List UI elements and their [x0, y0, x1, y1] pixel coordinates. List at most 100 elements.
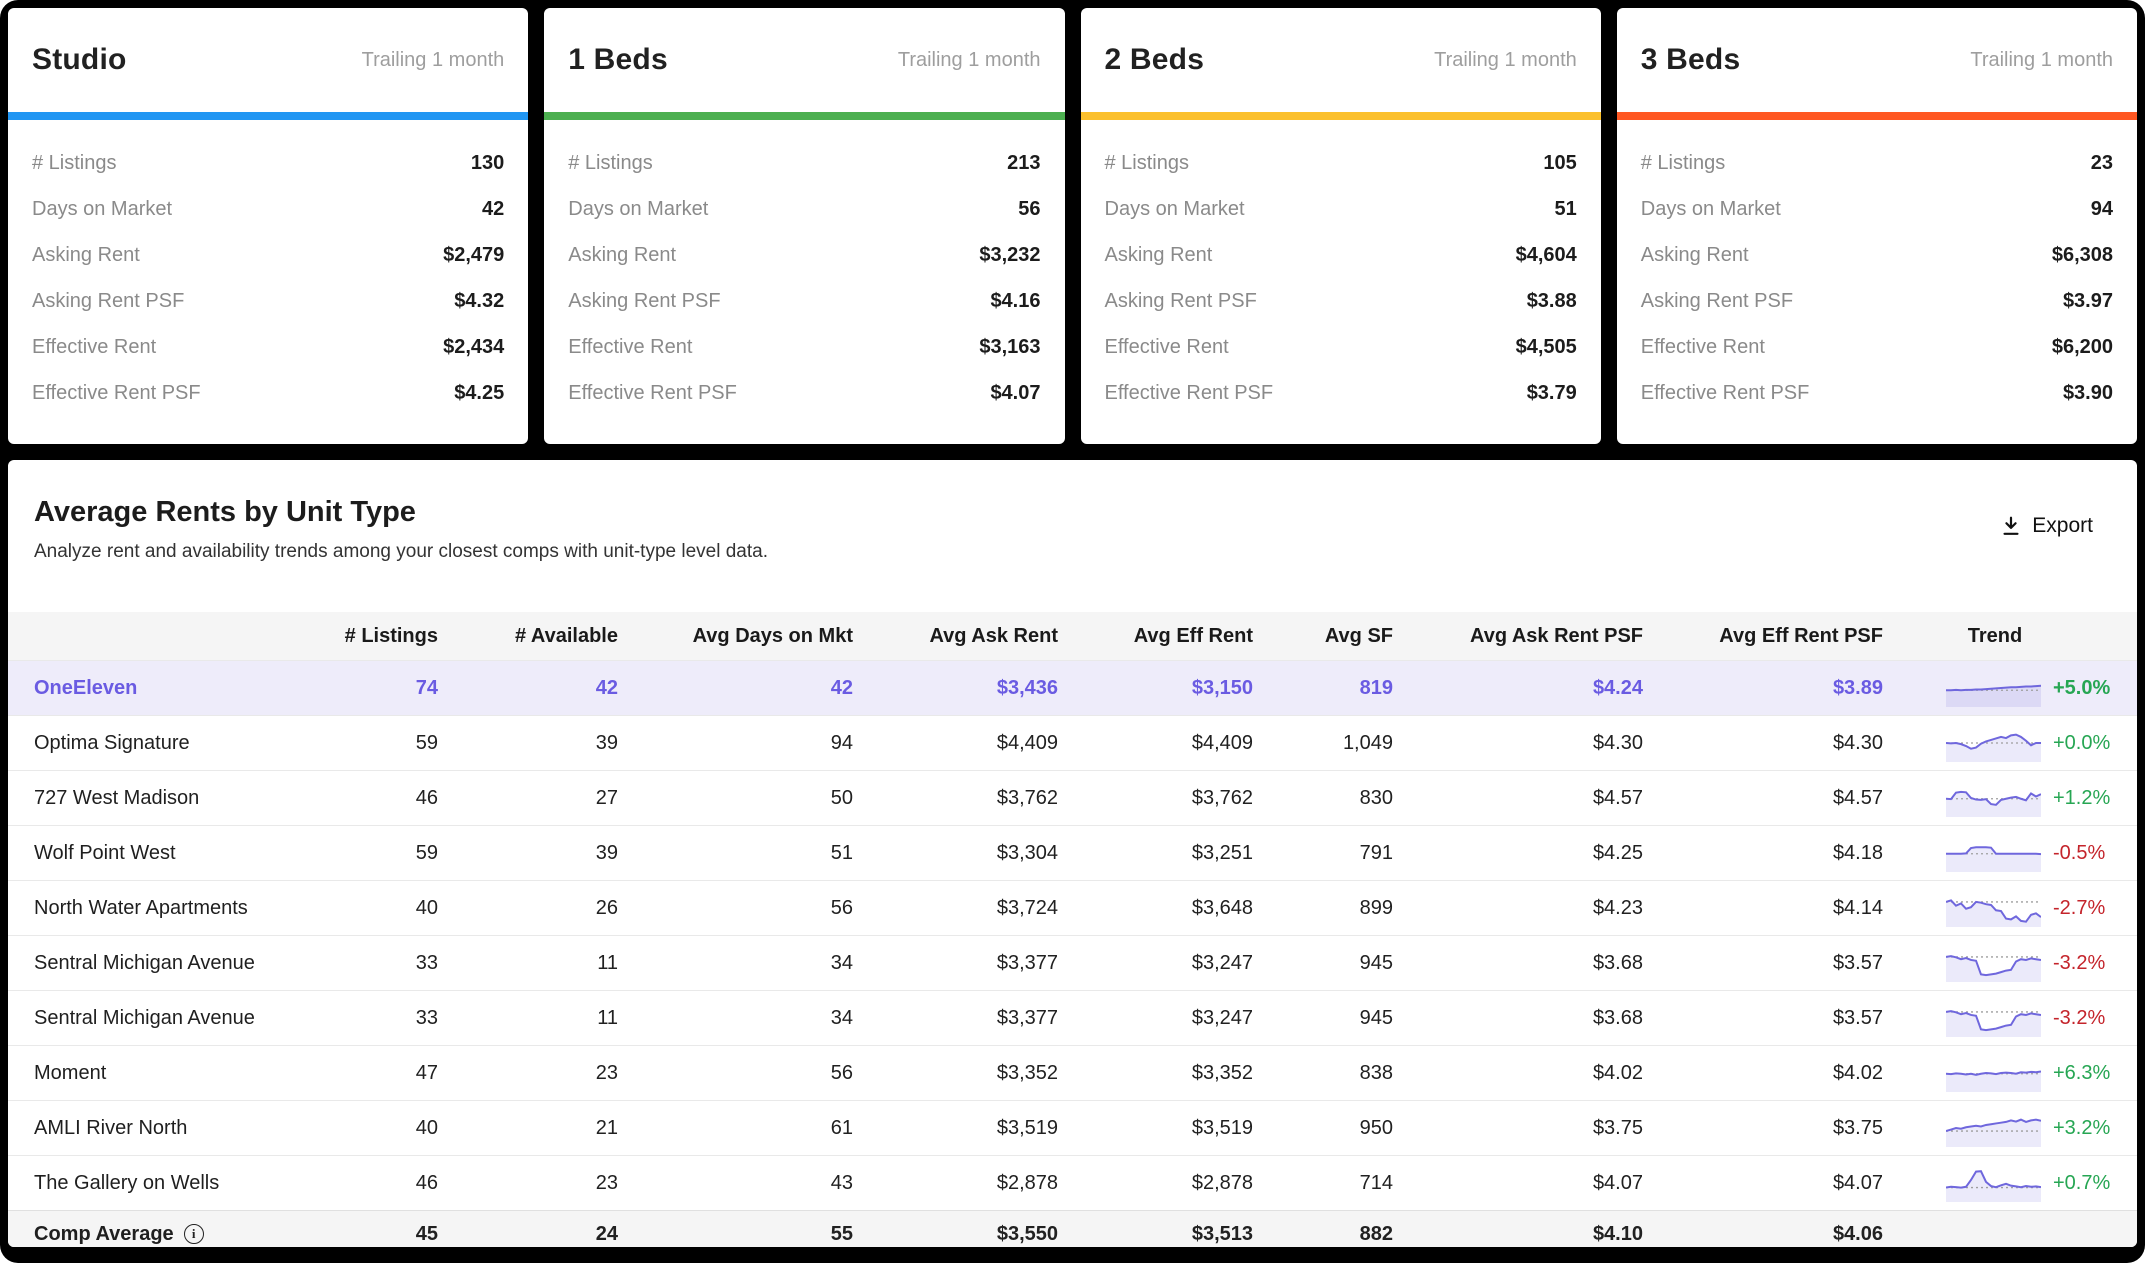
avg-sf-cell: 838: [1253, 1045, 1393, 1101]
card-accent-bar: [544, 112, 1065, 120]
table-row[interactable]: 727 West Madison 46 27 50 $3,762 $3,762 …: [8, 770, 2137, 826]
trend-percent: +1.2%: [2053, 786, 2111, 809]
property-name-cell[interactable]: Sentral Michigan Avenue: [8, 935, 338, 991]
trend-sparkline: [1946, 889, 2041, 927]
card-accent-bar: [8, 112, 529, 120]
avg-sf-cell: 819: [1253, 660, 1393, 716]
comp-average-sf: 882: [1253, 1210, 1393, 1247]
table-row[interactable]: Sentral Michigan Avenue 33 11 34 $3,377 …: [8, 935, 2137, 991]
avg-eff-rent-psf-cell: $3.75: [1643, 1100, 1883, 1156]
stat-label: Days on Market: [568, 197, 709, 220]
card-stat-row: Effective Rent $4,505: [1105, 324, 1577, 370]
trend-percent: +3.2%: [2053, 1116, 2111, 1139]
stat-label: Asking Rent PSF: [32, 289, 185, 312]
comp-average-available: 24: [438, 1210, 618, 1247]
table-row[interactable]: OneEleven 74 42 42 $3,436 $3,150 819 $4.…: [8, 660, 2137, 716]
table-row[interactable]: AMLI River North 40 21 61 $3,519 $3,519 …: [8, 1100, 2137, 1156]
avg-eff-rent-cell: $3,150: [1058, 660, 1253, 716]
trend-percent: -2.7%: [2053, 896, 2106, 919]
avg-ask-rent-psf-cell: $4.25: [1393, 825, 1643, 881]
property-name-cell[interactable]: Optima Signature: [8, 715, 338, 771]
table-row[interactable]: Wolf Point West 59 39 51 $3,304 $3,251 7…: [8, 825, 2137, 881]
column-header-avg-eff-rent: Avg Eff Rent: [1058, 612, 1253, 661]
trend-sparkline: [1946, 1054, 2041, 1092]
section-title: Average Rents by Unit Type: [34, 496, 416, 528]
unit-type-card: 3 Beds Trailing 1 month # Listings 23 Days…: [1616, 8, 2137, 444]
available-cell: 27: [438, 770, 618, 826]
table-row[interactable]: Sentral Michigan Avenue 33 11 34 $3,377 …: [8, 990, 2137, 1046]
avg-ask-rent-cell: $3,724: [853, 880, 1058, 936]
comp-average-ask-psf: $4.10: [1393, 1210, 1643, 1247]
trend-sparkline: [1946, 669, 2041, 707]
trend-cell: -2.7%: [1883, 880, 2137, 936]
avg-eff-rent-cell: $4,409: [1058, 715, 1253, 771]
unit-type-cards: Studio Trailing 1 month # Listings 130 Day…: [0, 0, 2145, 444]
property-name-cell[interactable]: 727 West Madison: [8, 770, 338, 826]
card-accent-bar: [1080, 112, 1601, 120]
card-stats-list: # Listings 23 Days on Market 94 Asking Rent $…: [1617, 120, 2137, 444]
trend-cell: -0.5%: [1883, 825, 2137, 881]
avg-ask-rent-psf-cell: $4.30: [1393, 715, 1643, 771]
avg-eff-rent-psf-cell: $3.89: [1643, 660, 1883, 716]
avg-sf-cell: 791: [1253, 825, 1393, 881]
avg-ask-rent-psf-cell: $4.02: [1393, 1045, 1643, 1101]
card-header: Studio Trailing 1 month: [8, 8, 528, 112]
property-name-cell[interactable]: Moment: [8, 1045, 338, 1101]
avg-eff-rent-psf-cell: $4.02: [1643, 1045, 1883, 1101]
available-cell: 11: [438, 990, 618, 1046]
unit-type-card: 2 Beds Trailing 1 month # Listings 105 Day…: [1080, 8, 1601, 444]
table-row[interactable]: The Gallery on Wells 46 23 43 $2,878 $2,…: [8, 1155, 2137, 1211]
info-icon[interactable]: [183, 1224, 204, 1244]
listings-cell: 33: [338, 990, 438, 1046]
stat-value: $4,604: [1515, 243, 1577, 266]
table-row[interactable]: North Water Apartments 40 26 56 $3,724 $…: [8, 880, 2137, 936]
export-button-label: Export: [2032, 514, 2093, 537]
property-name-cell[interactable]: North Water Apartments: [8, 880, 338, 936]
avg-sf-cell: 945: [1253, 990, 1393, 1046]
card-stat-row: Days on Market 94: [1641, 186, 2113, 232]
listings-cell: 33: [338, 935, 438, 991]
avg-eff-rent-psf-cell: $3.57: [1643, 990, 1883, 1046]
property-name-cell[interactable]: The Gallery on Wells: [8, 1155, 338, 1211]
property-name-cell[interactable]: OneEleven: [8, 660, 338, 716]
card-stats-list: # Listings 105 Days on Market 51 Asking Rent…: [1081, 120, 1601, 444]
stat-label: Asking Rent PSF: [568, 289, 721, 312]
avg-ask-rent-cell: $3,352: [853, 1045, 1058, 1101]
card-header: 3 Beds Trailing 1 month: [1617, 8, 2137, 112]
average-rents-panel: Average Rents by Unit Type Analyze rent …: [8, 460, 2137, 1247]
available-cell: 11: [438, 935, 618, 991]
avg-eff-rent-cell: $3,247: [1058, 935, 1253, 991]
avg-sf-cell: 945: [1253, 935, 1393, 991]
property-name-cell[interactable]: Wolf Point West: [8, 825, 338, 881]
table-row[interactable]: Moment 47 23 56 $3,352 $3,352 838 $4.02 …: [8, 1045, 2137, 1101]
card-stats-list: # Listings 130 Days on Market 42 Asking Rent…: [8, 120, 528, 444]
days-on-mkt-cell: 56: [618, 1045, 853, 1101]
trend-percent: -0.5%: [2053, 841, 2106, 864]
property-name-cell[interactable]: AMLI River North: [8, 1100, 338, 1156]
stat-label: Effective Rent: [1640, 335, 1765, 358]
card-title: 3 Beds: [1640, 43, 1741, 76]
card-stat-row: # Listings 213: [568, 140, 1040, 186]
card-stat-row: Days on Market 42: [32, 186, 504, 232]
property-name-cell[interactable]: Sentral Michigan Avenue: [8, 990, 338, 1046]
card-accent-bar: [1616, 112, 2137, 120]
listings-cell: 47: [338, 1045, 438, 1101]
export-button[interactable]: Export: [1996, 508, 2097, 544]
trend-sparkline: [1946, 834, 2041, 872]
stat-label: Effective Rent PSF: [32, 381, 201, 404]
trend-cell: +5.0%: [1883, 660, 2137, 716]
trend-cell: -3.2%: [1883, 935, 2137, 991]
avg-eff-rent-cell: $3,352: [1058, 1045, 1253, 1101]
comp-average-eff: $3,513: [1058, 1210, 1253, 1247]
comp-average-trend-cell: [1883, 1210, 2137, 1247]
table-row[interactable]: Optima Signature 59 39 94 $4,409 $4,409 …: [8, 715, 2137, 771]
stat-value: $4.16: [990, 289, 1041, 312]
avg-ask-rent-cell: $3,377: [853, 990, 1058, 1046]
stat-label: Asking Rent PSF: [1640, 289, 1794, 312]
available-cell: 26: [438, 880, 618, 936]
stat-value: 51: [1554, 197, 1577, 220]
listings-cell: 46: [338, 770, 438, 826]
download-icon: [2000, 515, 2022, 537]
stat-value: 130: [470, 151, 505, 174]
card-period-label: Trailing 1 month: [897, 48, 1041, 71]
